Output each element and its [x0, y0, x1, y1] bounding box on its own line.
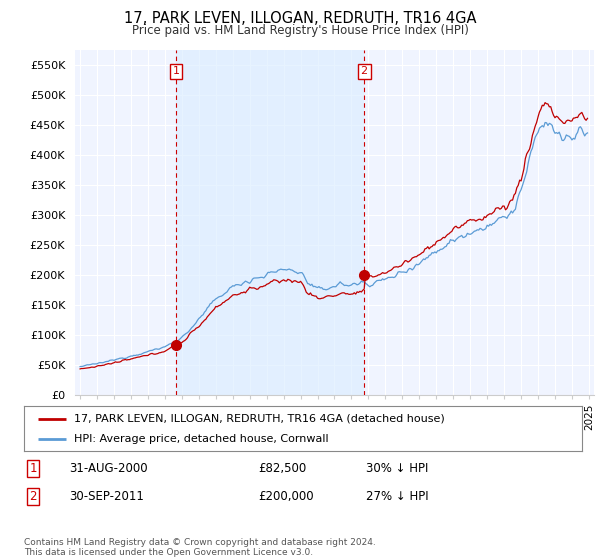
Text: 1: 1: [29, 462, 37, 475]
Text: 31-AUG-2000: 31-AUG-2000: [69, 462, 148, 475]
Text: £82,500: £82,500: [258, 462, 306, 475]
Text: 17, PARK LEVEN, ILLOGAN, REDRUTH, TR16 4GA (detached house): 17, PARK LEVEN, ILLOGAN, REDRUTH, TR16 4…: [74, 413, 445, 423]
Text: 30% ↓ HPI: 30% ↓ HPI: [366, 462, 428, 475]
Text: 17, PARK LEVEN, ILLOGAN, REDRUTH, TR16 4GA: 17, PARK LEVEN, ILLOGAN, REDRUTH, TR16 4…: [124, 11, 476, 26]
Text: 2: 2: [29, 490, 37, 503]
Text: 1: 1: [173, 67, 180, 76]
Text: 30-SEP-2011: 30-SEP-2011: [69, 490, 144, 503]
Text: Contains HM Land Registry data © Crown copyright and database right 2024.
This d: Contains HM Land Registry data © Crown c…: [24, 538, 376, 557]
Text: Price paid vs. HM Land Registry's House Price Index (HPI): Price paid vs. HM Land Registry's House …: [131, 24, 469, 36]
Text: HPI: Average price, detached house, Cornwall: HPI: Average price, detached house, Corn…: [74, 433, 329, 444]
Text: 2: 2: [361, 67, 368, 76]
Text: £200,000: £200,000: [258, 490, 314, 503]
Bar: [176, 50, 364, 395]
Text: 27% ↓ HPI: 27% ↓ HPI: [366, 490, 428, 503]
